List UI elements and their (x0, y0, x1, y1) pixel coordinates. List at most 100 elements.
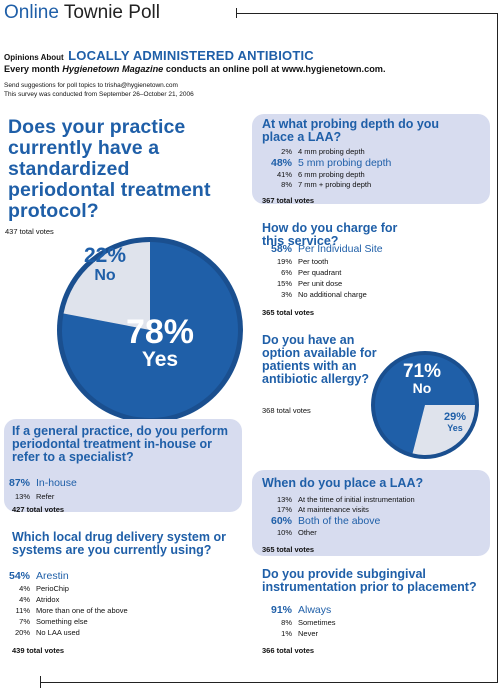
q7-total: 439 total votes (12, 646, 65, 655)
q3-answer-label: No additional charge (298, 290, 367, 299)
q6-answer-row: 60% Both of the above (262, 515, 380, 527)
q6-answer-pct: 17% (276, 505, 292, 514)
q5-panel (4, 419, 242, 512)
q4-question: Do you have an option available for pati… (262, 333, 377, 386)
q1-yes-pct: 78% (125, 313, 195, 351)
q4-yes-pct: 29% (443, 411, 467, 423)
q2-answer-label: 5 mm probing depth (298, 157, 392, 169)
q8-answer-pct: 8% (281, 618, 292, 627)
q6-question: When do you place a LAA? (262, 476, 424, 490)
subtitle: Opinions About LOCALLY ADMINISTERED ANTI… (4, 47, 314, 65)
q2-panel (252, 114, 490, 204)
q6-answer-row: 17% At maintenance visits (262, 505, 369, 514)
q5-answer-pct: 87% (8, 477, 30, 489)
q2-answer-pct: 41% (276, 170, 292, 179)
q3-answer-pct: 19% (276, 257, 292, 266)
q2-answer-pct: 8% (281, 180, 292, 189)
q1-no-label: 22% No (70, 245, 140, 285)
q3-answer-pct: 3% (281, 290, 292, 299)
q8-answer-pct: 1% (281, 629, 292, 638)
poll-title: Online Townie Poll (4, 2, 160, 24)
tagline-part1: Every month (4, 64, 60, 74)
q2-answer-row: 48% 5 mm probing depth (262, 157, 391, 169)
q6-answer-label: Other (298, 528, 317, 537)
tagline: Every month Hygienetown Magazine conduct… (4, 64, 386, 74)
q4-no-slice (375, 355, 475, 454)
q4-no-text: No (412, 380, 432, 396)
q6-answer-pct: 60% (270, 515, 292, 527)
q4-total: 368 total votes (262, 406, 311, 415)
tagline-part2: conducts an online poll at www.hygieneto… (165, 64, 386, 74)
q6-answer-pct: 13% (276, 495, 292, 504)
q7-answer-label: More than one of the above (36, 606, 128, 615)
q7-answer-row: 20% No LAA used (0, 628, 80, 637)
q7-answer-pct: 7% (19, 617, 30, 626)
q6-answer-row: 10% Other (262, 528, 317, 537)
poll-title-townie: Townie Poll (63, 2, 160, 23)
q3-answer-row: 19% Per tooth (262, 257, 328, 266)
q3-answer-row: 58% Per Individual Site (262, 243, 383, 255)
q1-no-text: No (94, 267, 116, 284)
q3-answer-row: 15% Per unit dose (262, 279, 342, 288)
q8-answer-label: Never (298, 629, 319, 638)
q7-answer-row: 54% Arestin (0, 570, 69, 582)
q7-answer-row: 11% More than one of the above (0, 606, 128, 615)
q7-answer-label: PerioChip (36, 584, 69, 593)
q4-yes-slice (412, 405, 475, 455)
q5-answer-pct: 13% (14, 492, 30, 501)
q5-answer-row: 13% Refer (0, 492, 54, 501)
q8-answer-label: Always (298, 604, 332, 616)
q3-answer-label: Per unit dose (298, 279, 343, 288)
q1-pie-chart (57, 237, 243, 423)
subtitle-prefix: Opinions About (4, 53, 64, 62)
q3-answer-pct: 15% (276, 279, 292, 288)
subtitle-topic: LOCALLY ADMINISTERED ANTIBIOTIC (68, 48, 314, 63)
q8-answer-label: Sometimes (298, 618, 336, 627)
q7-question: Which local drug delivery system or syst… (12, 530, 226, 557)
q8-total: 366 total votes (262, 646, 315, 655)
q8-answer-row: 1% Never (262, 629, 318, 638)
q3-answer-pct: 58% (270, 243, 292, 255)
q8-answer-row: 91% Always (262, 604, 331, 616)
q4-pie-chart (371, 351, 479, 459)
q6-answer-label: Both of the above (298, 515, 381, 527)
q6-answer-row: 13% At the time of initial instrumentatio… (262, 495, 415, 504)
q1-no-slice (63, 242, 150, 330)
q1-yes-text: Yes (141, 348, 179, 371)
q7-answer-row: 4% PerioChip (0, 584, 69, 593)
q3-question: How do you charge for this service? (262, 221, 398, 248)
q7-answer-pct: 54% (8, 570, 30, 582)
q6-total: 365 total votes (262, 545, 315, 554)
q1-total: 437 total votes (5, 227, 54, 236)
q2-answer-pct: 48% (270, 157, 292, 169)
q6-answer-pct: 10% (276, 528, 292, 537)
q1-yes-label: 78% Yes (105, 315, 215, 371)
header-rule-tick (236, 8, 237, 18)
q2-answer-row: 8% 7 mm + probing depth (262, 180, 371, 189)
q4-no-pct: 71% (402, 361, 442, 382)
q2-answer-label: 6 mm probing depth (298, 170, 365, 179)
q1-yes-slice (61, 242, 239, 418)
q7-answer-row: 7% Something else (0, 617, 88, 626)
q6-answer-label: At maintenance visits (298, 505, 369, 514)
q3-answer-label: Per tooth (298, 257, 329, 266)
q8-answer-row: 8% Sometimes (262, 618, 336, 627)
right-rule (497, 13, 498, 683)
header-rule (236, 13, 498, 14)
q5-answer-label: Refer (36, 492, 55, 501)
q7-answer-pct: 4% (19, 584, 30, 593)
footer-rule-tick (40, 676, 41, 688)
q7-answer-label: Atridox (36, 595, 60, 604)
footer-rule (40, 682, 498, 683)
q6-answer-label: At the time of initial instrumentation (298, 495, 415, 504)
q7-answer-pct: 11% (15, 606, 30, 615)
q5-question: If a general practice, do you perform pe… (12, 424, 229, 464)
q2-answer-row: 41% 6 mm probing depth (262, 170, 365, 179)
q8-answer-pct: 91% (270, 604, 292, 616)
q2-total: 367 total votes (262, 196, 315, 205)
tagline-magazine: Hygienetown Magazine (62, 64, 164, 74)
q2-answer-label: 4 mm probing depth (298, 147, 365, 156)
poll-title-online: Online (4, 2, 59, 23)
q7-answer-pct: 4% (19, 595, 30, 604)
